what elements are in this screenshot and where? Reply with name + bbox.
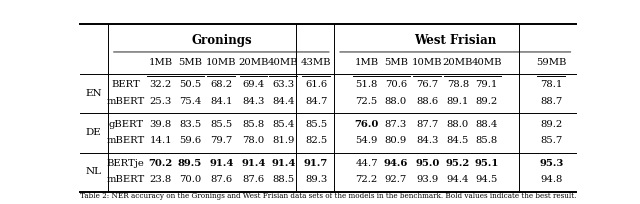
Text: 61.6: 61.6 (305, 80, 327, 90)
Text: 14.1: 14.1 (150, 136, 172, 145)
Text: 23.8: 23.8 (150, 175, 172, 184)
Text: 79.1: 79.1 (476, 80, 498, 90)
Text: West Frisian: West Frisian (414, 34, 497, 48)
Text: 75.4: 75.4 (179, 97, 202, 106)
Text: 78.1: 78.1 (540, 80, 563, 90)
Text: mBERT: mBERT (106, 97, 145, 106)
Text: 94.6: 94.6 (384, 159, 408, 168)
Text: 81.9: 81.9 (272, 136, 294, 145)
Text: 84.1: 84.1 (210, 97, 232, 106)
Text: 94.8: 94.8 (540, 175, 563, 184)
Text: 85.8: 85.8 (243, 120, 265, 129)
Text: 89.5: 89.5 (178, 159, 202, 168)
Text: 95.0: 95.0 (415, 159, 440, 168)
Text: 95.1: 95.1 (474, 159, 499, 168)
Text: 91.4: 91.4 (241, 159, 266, 168)
Text: 87.6: 87.6 (211, 175, 232, 184)
Text: Table 2: NER accuracy on the Gronings and West Frisian data sets of the models i: Table 2: NER accuracy on the Gronings an… (80, 192, 577, 200)
Text: 87.7: 87.7 (416, 120, 438, 129)
Text: 85.5: 85.5 (210, 120, 232, 129)
Text: 76.7: 76.7 (416, 80, 438, 90)
Text: 88.5: 88.5 (272, 175, 294, 184)
Text: 70.6: 70.6 (385, 80, 407, 90)
Text: 43MB: 43MB (301, 59, 332, 68)
Text: 10MB: 10MB (206, 59, 237, 68)
Text: 1MB: 1MB (355, 59, 379, 68)
Text: 32.2: 32.2 (150, 80, 172, 90)
Text: Gronings: Gronings (191, 34, 252, 48)
Text: 72.2: 72.2 (356, 175, 378, 184)
Text: 78.8: 78.8 (447, 80, 469, 90)
Text: 5MB: 5MB (178, 59, 202, 68)
Text: EN: EN (85, 89, 102, 98)
Text: 88.0: 88.0 (447, 120, 469, 129)
Text: 63.3: 63.3 (272, 80, 294, 90)
Text: 89.3: 89.3 (305, 175, 327, 184)
Text: 94.4: 94.4 (447, 175, 469, 184)
Text: 69.4: 69.4 (243, 80, 265, 90)
Text: 59.6: 59.6 (179, 136, 201, 145)
Text: 44.7: 44.7 (355, 159, 378, 168)
Text: 25.3: 25.3 (150, 97, 172, 106)
Text: 91.4: 91.4 (209, 159, 234, 168)
Text: 87.3: 87.3 (385, 120, 407, 129)
Text: 85.5: 85.5 (305, 120, 327, 129)
Text: 70.2: 70.2 (148, 159, 173, 168)
Text: 88.6: 88.6 (416, 97, 438, 106)
Text: 59MB: 59MB (536, 59, 566, 68)
Text: mBERT: mBERT (106, 175, 145, 184)
Text: 84.5: 84.5 (447, 136, 469, 145)
Text: 89.1: 89.1 (447, 97, 469, 106)
Text: mBERT: mBERT (106, 136, 145, 145)
Text: 87.6: 87.6 (243, 175, 265, 184)
Text: 76.0: 76.0 (355, 120, 379, 129)
Text: 50.5: 50.5 (179, 80, 201, 90)
Text: 88.0: 88.0 (385, 97, 407, 106)
Text: 1MB: 1MB (148, 59, 173, 68)
Text: 89.2: 89.2 (476, 97, 498, 106)
Text: 40MB: 40MB (472, 59, 502, 68)
Text: 88.4: 88.4 (476, 120, 498, 129)
Text: 91.7: 91.7 (304, 159, 328, 168)
Text: 95.3: 95.3 (539, 159, 563, 168)
Text: 54.9: 54.9 (355, 136, 378, 145)
Text: 78.0: 78.0 (243, 136, 265, 145)
Text: NL: NL (85, 167, 101, 176)
Text: 89.2: 89.2 (540, 120, 563, 129)
Text: 80.9: 80.9 (385, 136, 407, 145)
Text: 84.3: 84.3 (243, 97, 265, 106)
Text: 39.8: 39.8 (150, 120, 172, 129)
Text: 93.9: 93.9 (416, 175, 438, 184)
Text: 88.7: 88.7 (540, 97, 563, 106)
Text: 51.8: 51.8 (355, 80, 378, 90)
Text: 20MB: 20MB (239, 59, 269, 68)
Text: 82.5: 82.5 (305, 136, 327, 145)
Text: 70.0: 70.0 (179, 175, 201, 184)
Text: 83.5: 83.5 (179, 120, 201, 129)
Text: 10MB: 10MB (412, 59, 442, 68)
Text: 20MB: 20MB (443, 59, 473, 68)
Text: 95.2: 95.2 (446, 159, 470, 168)
Text: 5MB: 5MB (384, 59, 408, 68)
Text: 84.7: 84.7 (305, 97, 327, 106)
Text: 91.4: 91.4 (271, 159, 296, 168)
Text: 85.8: 85.8 (476, 136, 498, 145)
Text: 94.5: 94.5 (476, 175, 498, 184)
Text: BERT: BERT (111, 80, 140, 90)
Text: 68.2: 68.2 (211, 80, 232, 90)
Text: 84.4: 84.4 (272, 97, 294, 106)
Text: gBERT: gBERT (108, 120, 143, 129)
Text: BERTje: BERTje (107, 159, 145, 168)
Text: 85.4: 85.4 (272, 120, 294, 129)
Text: 79.7: 79.7 (210, 136, 232, 145)
Text: 92.7: 92.7 (385, 175, 407, 184)
Text: 40MB: 40MB (268, 59, 299, 68)
Text: 72.5: 72.5 (356, 97, 378, 106)
Text: DE: DE (86, 128, 101, 137)
Text: 85.7: 85.7 (540, 136, 563, 145)
Text: 84.3: 84.3 (416, 136, 438, 145)
